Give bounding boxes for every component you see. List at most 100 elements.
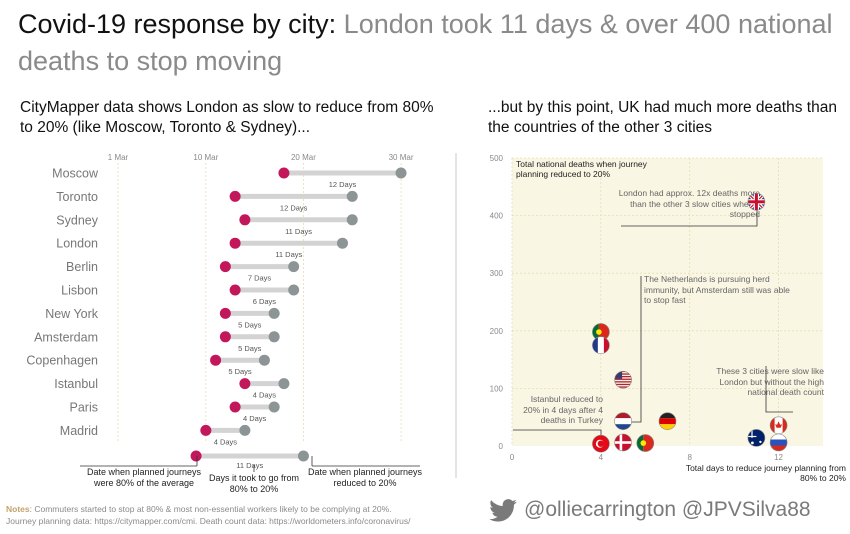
notes-text-1: : Commuters started to stop at 80% & mos…: [29, 504, 392, 514]
end-dot: [288, 284, 300, 296]
notes-label: Notes: [6, 504, 30, 514]
city-label: Sydney: [56, 213, 98, 227]
row-amsterdam: Amsterdam 5 Days: [34, 330, 280, 353]
city-label: Copenhagen: [26, 354, 98, 368]
left-subtitle: CityMapper data shows London as slow to …: [20, 99, 434, 136]
legend-end-dot: [297, 450, 309, 462]
pt-flag-icon: [636, 434, 654, 452]
point-denmark: [614, 433, 632, 452]
scatter-y-label: Total national deaths when journey plann…: [516, 159, 647, 179]
row-toronto: Toronto 12 Days: [56, 190, 358, 212]
x-tick-label: 30 Mar: [389, 153, 414, 162]
row-madrid: Madrid 4 Days: [60, 424, 251, 446]
scatter-x-tick-label: 12: [774, 453, 783, 462]
city-label: Istanbul: [54, 377, 98, 391]
row-sydney: Sydney 11 Days: [56, 213, 358, 236]
start-dot: [278, 167, 290, 179]
twitter-bird-icon: [489, 498, 517, 522]
flag-outline: [614, 412, 632, 431]
notes-line-1: Notes: Commuters started to stop at 80% …: [6, 503, 476, 515]
scatter-y-tick-label: 300: [490, 269, 504, 278]
city-label: London: [56, 237, 98, 251]
nl-flag-icon: [614, 412, 632, 430]
start-dot: [229, 284, 241, 296]
end-dot: [268, 307, 280, 319]
pt-flag-icon: [592, 323, 610, 341]
flag-outline: [769, 433, 788, 452]
city-label: Paris: [70, 401, 98, 415]
end-dot: [239, 424, 251, 436]
dumbbell-gridlines: [117, 163, 402, 442]
days-label: 12 Days: [329, 180, 357, 189]
tr-flag-icon: [592, 435, 610, 453]
flag-outline: [747, 193, 766, 211]
scatter-chart: 0 4 8 12 0 100 200 300 400 500 Total national dea…: [490, 154, 846, 483]
scatter-y-tick-label: 500: [490, 154, 504, 163]
title-rest: London took 11 days & over 400 national …: [18, 9, 833, 76]
days-label: 4 Days: [243, 414, 267, 423]
days-label: 5 Days: [238, 320, 262, 329]
city-label: Lisbon: [61, 284, 98, 298]
x-tick-label: 1 Mar: [108, 153, 129, 162]
title-lead: Covid-19 response by city:: [18, 9, 337, 39]
days-label: 4 Days: [253, 391, 277, 400]
point-russia: [769, 433, 788, 452]
start-dot: [200, 424, 212, 436]
row-istanbul: Istanbul 4 Days: [54, 377, 290, 400]
flag-outline: [592, 434, 610, 453]
scatter-points: [592, 193, 788, 453]
flag-outline: [658, 412, 677, 431]
ca-flag-icon: [770, 416, 788, 434]
ru-flag-icon: [770, 434, 788, 451]
city-label: Berlin: [66, 260, 98, 274]
city-label: Toronto: [56, 190, 98, 204]
scatter-x-label: Total days to reduce journey planning fr…: [685, 463, 846, 483]
scatter-ticks: 0 4 8 12 0 100 200 300 400 500: [490, 154, 784, 462]
city-label: Moscow: [52, 167, 99, 181]
london-annotation-line: [621, 210, 758, 227]
end-dot: [346, 214, 358, 226]
credits: @olliecarrington @JPVSilva88: [489, 498, 811, 522]
start-dot: [210, 354, 222, 366]
start-dot: [239, 214, 251, 226]
point-portugal: [592, 323, 610, 341]
start-dot: [219, 307, 231, 319]
dk-flag-icon: [614, 434, 632, 451]
scatter-y-tick-label: 200: [490, 327, 504, 336]
notes: Notes: Commuters started to stop at 80% …: [6, 503, 476, 527]
days-label: 11 Days: [285, 227, 312, 236]
scatter-y-tick-label: 0: [499, 442, 504, 451]
fr-flag-icon: [592, 336, 610, 354]
end-dot: [268, 401, 280, 413]
point-uk: [747, 193, 766, 211]
credits-handles: @olliecarrington @JPVSilva88: [524, 498, 811, 521]
legend-end-label: Date when planned journeys reduced to 20…: [307, 467, 423, 488]
end-dot: [346, 190, 358, 202]
days-label: 12 Days: [280, 203, 308, 212]
point-germany: [658, 412, 677, 431]
days-label: 11 Days: [275, 250, 302, 259]
legend-days-label: 11 Days: [236, 461, 263, 470]
scatter-x-tick-label: 8: [687, 453, 692, 462]
row-london: London 11 Days: [56, 237, 348, 259]
scatter-x-tick-label: 4: [599, 453, 604, 462]
legend-start-label: Date when planned journeys were 80% of t…: [86, 467, 202, 488]
end-dot: [336, 237, 348, 249]
start-dot: [219, 261, 231, 273]
scatter-plot-area: [512, 158, 823, 446]
london-annotation: London had approx. 12x deaths more than …: [618, 188, 760, 219]
x-tick-label: 20 Mar: [291, 153, 316, 162]
point-france: [592, 336, 610, 355]
point-netherlands: [614, 412, 632, 431]
days-label: 7 Days: [248, 274, 272, 283]
flag-outline: [636, 434, 655, 452]
slow-cities-annotation-line: [765, 366, 793, 413]
au-flag-icon: [747, 429, 765, 447]
row-new-york: New York 5 Days: [45, 307, 280, 329]
start-dot: [239, 378, 251, 390]
days-label: 5 Days: [238, 344, 262, 353]
flag-outline: [614, 370, 632, 389]
us-flag-icon: [614, 371, 632, 388]
legend-start-dot: [190, 450, 202, 462]
de-flag-icon: [659, 412, 676, 430]
